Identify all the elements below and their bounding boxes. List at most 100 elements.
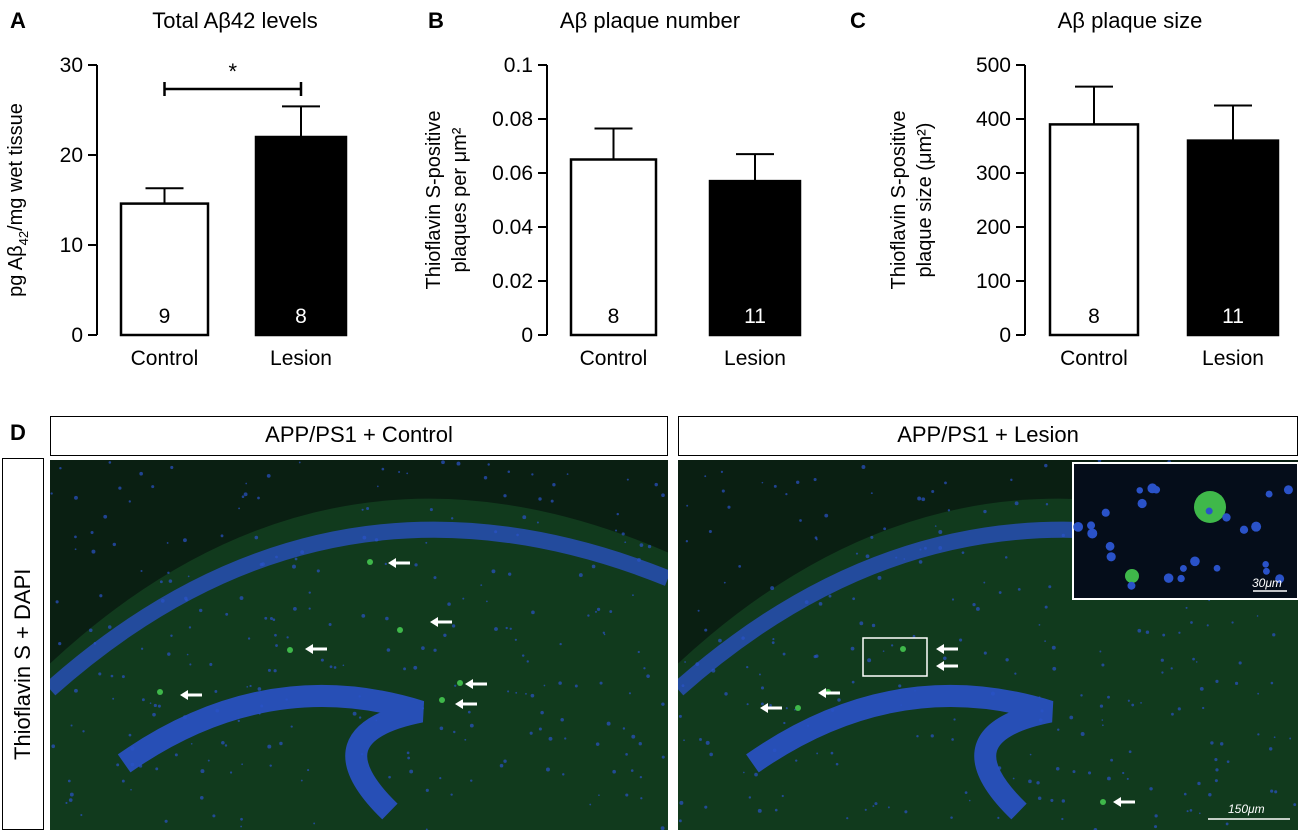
nucleus-dot — [1051, 645, 1056, 650]
nucleus-dot — [403, 667, 407, 671]
nucleus-dot — [361, 613, 366, 618]
nucleus-dot — [215, 708, 220, 713]
nucleus-dot — [904, 810, 908, 814]
nucleus-dot — [760, 702, 764, 706]
nucleus-dot — [377, 485, 379, 488]
nucleus-dot — [183, 715, 187, 720]
nucleus-dot — [705, 740, 710, 745]
nucleus-dot — [874, 802, 878, 806]
nucleus-dot — [921, 497, 926, 502]
nucleus-dot — [1198, 812, 1201, 815]
nucleus-dot — [781, 794, 784, 798]
nucleus-dot — [654, 482, 658, 487]
nucleus-dot — [724, 692, 728, 696]
nucleus-dot — [1238, 661, 1242, 665]
inset-nucleus — [1262, 561, 1269, 568]
nucleus-dot — [272, 618, 276, 621]
nucleus-dot — [612, 769, 616, 774]
nucleus-dot — [152, 712, 156, 717]
nucleus-dot — [1004, 556, 1008, 559]
nucleus-dot — [1210, 741, 1214, 745]
nucleus-dot — [507, 470, 511, 473]
plaque — [457, 680, 463, 686]
y-tick-label: 300 — [976, 162, 1011, 185]
nucleus-dot — [1256, 615, 1259, 617]
nucleus-dot — [944, 481, 947, 485]
nucleus-dot — [626, 478, 629, 481]
nucleus-dot — [923, 546, 927, 550]
nucleus-dot — [574, 684, 578, 688]
nucleus-dot — [738, 565, 742, 568]
nucleus-dot — [804, 600, 809, 605]
nucleus-dot — [526, 660, 529, 663]
nucleus-dot — [91, 549, 96, 554]
nucleus-dot — [545, 767, 550, 772]
nucleus-dot — [746, 665, 749, 669]
chart-title-c: Aβ plaque size — [1057, 8, 1203, 33]
nucleus-dot — [443, 633, 447, 637]
arrow-marker — [936, 644, 958, 654]
nucleus-dot — [968, 799, 971, 802]
nucleus-dot — [997, 816, 1000, 819]
nucleus-dot — [433, 648, 437, 652]
nucleus-dot — [743, 771, 745, 774]
nucleus-dot — [562, 773, 565, 776]
nucleus-dot — [433, 576, 437, 580]
nucleus-dot — [599, 681, 603, 685]
nucleus-dot — [80, 814, 83, 817]
nucleus-dot — [938, 530, 943, 534]
nucleus-dot — [1293, 803, 1297, 807]
nucleus-dot — [1061, 533, 1065, 538]
nucleus-dot — [503, 759, 507, 763]
inset-nucleus — [1163, 573, 1174, 583]
nucleus-dot — [1257, 692, 1260, 695]
nucleus-dot — [507, 572, 512, 576]
nucleus-dot — [1154, 825, 1158, 829]
nucleus-dot — [961, 551, 965, 554]
inset-nucleus — [1087, 528, 1098, 539]
nucleus-dot — [1131, 703, 1135, 707]
nucleus-dot — [409, 769, 414, 774]
nucleus-dot — [770, 586, 775, 591]
nucleus-dot — [640, 797, 643, 800]
nucleus-dot — [69, 792, 74, 797]
nucleus-dot — [130, 788, 132, 791]
arrow-marker — [305, 644, 327, 654]
inset-nucleus — [1152, 485, 1161, 494]
nucleus-dot — [1226, 760, 1230, 764]
plaque — [397, 627, 403, 633]
nucleus-dot — [491, 569, 496, 574]
nucleus-dot — [1160, 658, 1164, 662]
inset-scale-bar-label: 30μm — [1252, 576, 1282, 590]
nucleus-dot — [609, 610, 613, 613]
x-tick-label: Lesion — [1202, 347, 1264, 370]
plaque — [287, 647, 293, 653]
nucleus-dot — [851, 680, 855, 684]
arrow-marker — [818, 688, 840, 698]
nucleus-dot — [951, 738, 954, 741]
nucleus-dot — [286, 636, 289, 639]
inset-nucleus — [1265, 490, 1273, 498]
nucleus-dot — [997, 766, 1002, 770]
nucleus-dot — [1154, 814, 1158, 818]
nucleus-dot — [1140, 702, 1142, 704]
nucleus-dot — [1097, 460, 1102, 463]
nucleus-dot — [450, 793, 453, 796]
nucleus-dot — [462, 597, 465, 600]
nucleus-dot — [514, 638, 517, 641]
nucleus-dot — [247, 637, 251, 640]
y-tick-label: 0 — [521, 324, 533, 347]
nucleus-dot — [1183, 792, 1187, 796]
nucleus-dot — [1274, 790, 1278, 794]
nucleus-dot — [846, 817, 849, 820]
nucleus-dot — [1137, 628, 1142, 633]
nucleus-dot — [82, 730, 85, 733]
nucleus-dot — [636, 557, 641, 562]
nucleus-dot — [953, 718, 956, 721]
nucleus-dot — [625, 753, 628, 756]
nucleus-dot — [560, 718, 564, 722]
plaque — [900, 646, 906, 652]
nucleus-dot — [1069, 715, 1074, 720]
nucleus-dot — [141, 698, 145, 702]
bar-lesion — [1186, 139, 1280, 337]
